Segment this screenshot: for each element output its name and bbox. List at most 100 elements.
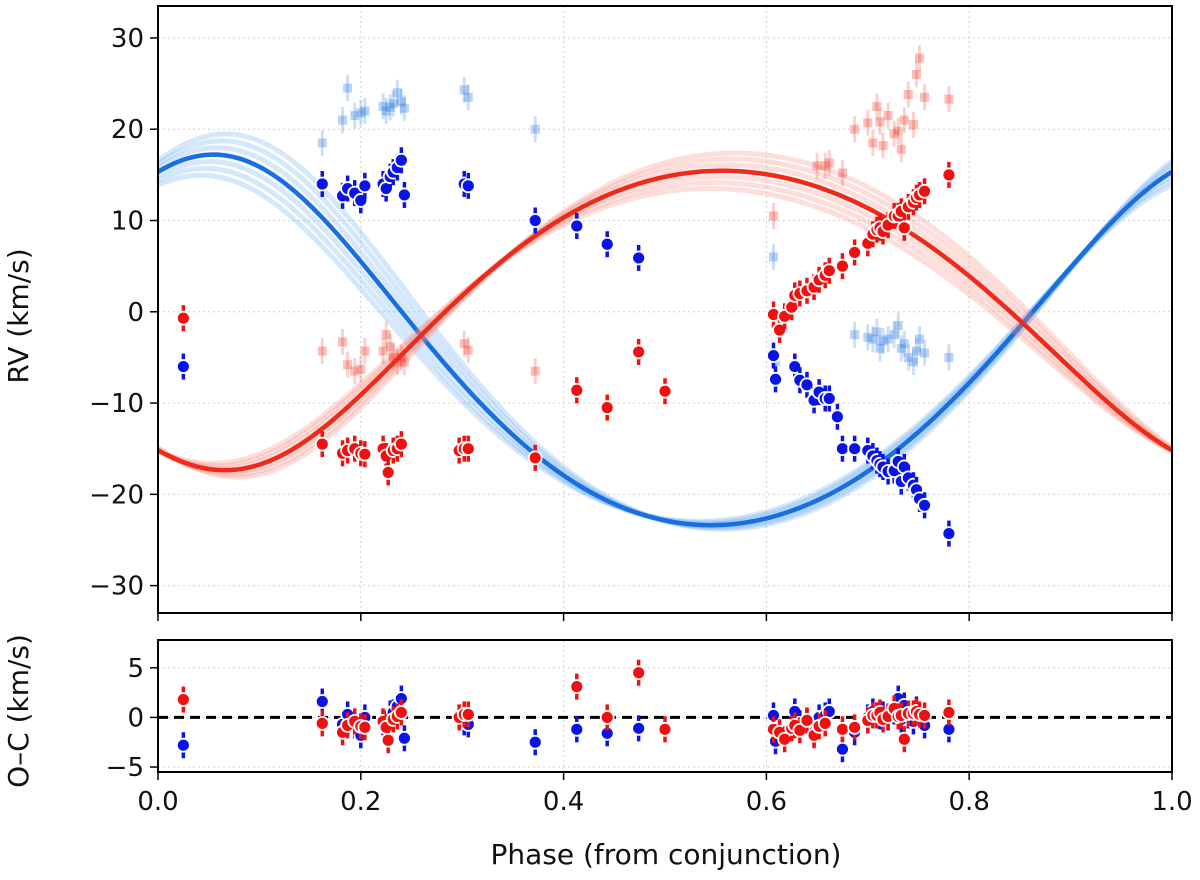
rv-secondary-point (896, 220, 912, 236)
residual-secondary-point (357, 719, 373, 735)
primary-rejected-point (392, 88, 402, 98)
secondary-rejected-point (872, 101, 882, 111)
secondary-rejected-point (392, 357, 402, 367)
primary-rejected-point (903, 352, 913, 362)
primary-rejected-point (459, 85, 469, 95)
primary-rejected-point (920, 348, 930, 358)
residual-secondary-point (799, 712, 815, 728)
rv-axis-title: RV (km/s) (2, 248, 35, 383)
residual-xtick-label: 0.2 (340, 787, 381, 817)
primary-rejected-point (908, 357, 918, 367)
residual-secondary-point (599, 710, 615, 725)
residual-xtick-label: 1.0 (1151, 787, 1192, 817)
primary-rejected-point (463, 92, 473, 102)
primary-rejected-point (915, 334, 925, 344)
residual-xtick-label: 0.6 (746, 787, 787, 817)
secondary-model-draw (158, 174, 1172, 471)
rv-axes-frame (157, 5, 1173, 614)
rv-primary-point (357, 178, 373, 194)
residual-secondary-point (631, 665, 647, 681)
residual-secondary-point (941, 705, 957, 720)
primary-rejected-point (768, 252, 778, 262)
rv-secondary-point (631, 344, 647, 360)
residual-ytick-label: 0 (127, 703, 144, 733)
rv-primary-point (821, 391, 837, 406)
secondary-model-draw (158, 185, 1172, 466)
primary-rejected-point (863, 332, 873, 342)
residual-secondary-point (835, 721, 850, 737)
primary-rejected-point (385, 102, 395, 112)
secondary-rejected-point (378, 346, 388, 356)
secondary-rejected-point (388, 352, 398, 362)
rv-secondary-point (941, 167, 957, 183)
primary-rejected-point (399, 103, 409, 113)
rv-ytick-label: −20 (89, 480, 144, 510)
residual-xtick-label: 0.4 (543, 787, 584, 817)
rv-secondary-point (527, 450, 543, 466)
rv-primary-point (917, 497, 932, 513)
residual-secondary-point (657, 721, 673, 737)
secondary-rejected-point (837, 168, 847, 178)
primary-rejected-point (360, 106, 370, 116)
rv-secondary-point (357, 446, 373, 462)
secondary-rejected-point (396, 352, 406, 362)
rv-ytick-label: −30 (89, 572, 144, 602)
rv-primary-point (175, 359, 191, 374)
primary-rejected-point (338, 115, 348, 125)
residual-secondary-point (847, 719, 863, 735)
rv-ytick-label: 20 (111, 115, 144, 145)
rv-secondary-point (835, 258, 850, 274)
residual-secondary-point (380, 732, 396, 748)
secondary-rejected-point (820, 161, 830, 171)
secondary-rejected-point (915, 53, 925, 63)
rv-secondary-point (393, 436, 409, 452)
secondary-model-draw (158, 150, 1172, 480)
residual-primary-point (569, 721, 585, 737)
secondary-rejected-point (908, 120, 918, 130)
primary-rejected-point (396, 97, 406, 107)
secondary-rejected-point (899, 115, 909, 125)
rv-primary-point (599, 236, 615, 252)
residual-secondary-point (896, 731, 912, 747)
rv-primary-point (631, 250, 647, 266)
residual-primary-point (397, 730, 412, 746)
primary-rejected-point (883, 334, 893, 344)
rv-primary-point (787, 359, 803, 374)
residual-xtick-label: 0.8 (949, 787, 990, 817)
secondary-rejected-point (399, 357, 409, 367)
residual-ytick-label: −5 (106, 753, 144, 783)
secondary-rejected-point (944, 94, 954, 104)
residual-panel: 5 0 −5 0.0 0.2 0.4 0.6 0.8 1.0 (106, 639, 1193, 817)
primary-rejected-point (878, 336, 888, 346)
rv-secondary-point (657, 383, 673, 399)
secondary-rejected-point (343, 360, 353, 370)
rv-secondary-point (175, 310, 191, 326)
rv-panel: 30 20 10 0 −10 −20 −30 (89, 5, 1173, 621)
residual-axis-title: O–C (km/s) (2, 634, 35, 788)
rv-secondary-point (569, 382, 585, 398)
rv-primary-point (847, 441, 863, 457)
residual-secondary-point (314, 715, 330, 731)
primary-rejected-point (378, 101, 388, 111)
secondary-rejected-point (896, 144, 906, 154)
residual-primary-point (631, 720, 647, 736)
rv-secondary-point (460, 441, 476, 457)
rv-ytick-label: 10 (111, 207, 144, 237)
secondary-rejected-point (824, 158, 834, 168)
residual-xtick-label: 0.0 (137, 787, 178, 817)
residual-primary-point (314, 694, 330, 709)
residual-axes-frame (157, 639, 1173, 773)
secondary-rejected-point (338, 337, 348, 347)
rv-secondary-point (314, 436, 330, 452)
secondary-rejected-point (878, 141, 888, 151)
rv-primary-point (460, 178, 476, 194)
phase-axis-title: Phase (from conjunction) (491, 838, 842, 871)
secondary-rejected-point (356, 364, 366, 374)
residual-secondary-point (817, 715, 833, 731)
primary-rejected-point (381, 106, 391, 116)
secondary-rejected-point (530, 366, 540, 376)
secondary-rejected-point (883, 111, 893, 121)
primary-rejected-point (343, 83, 353, 93)
secondary-rejected-point (459, 339, 469, 349)
